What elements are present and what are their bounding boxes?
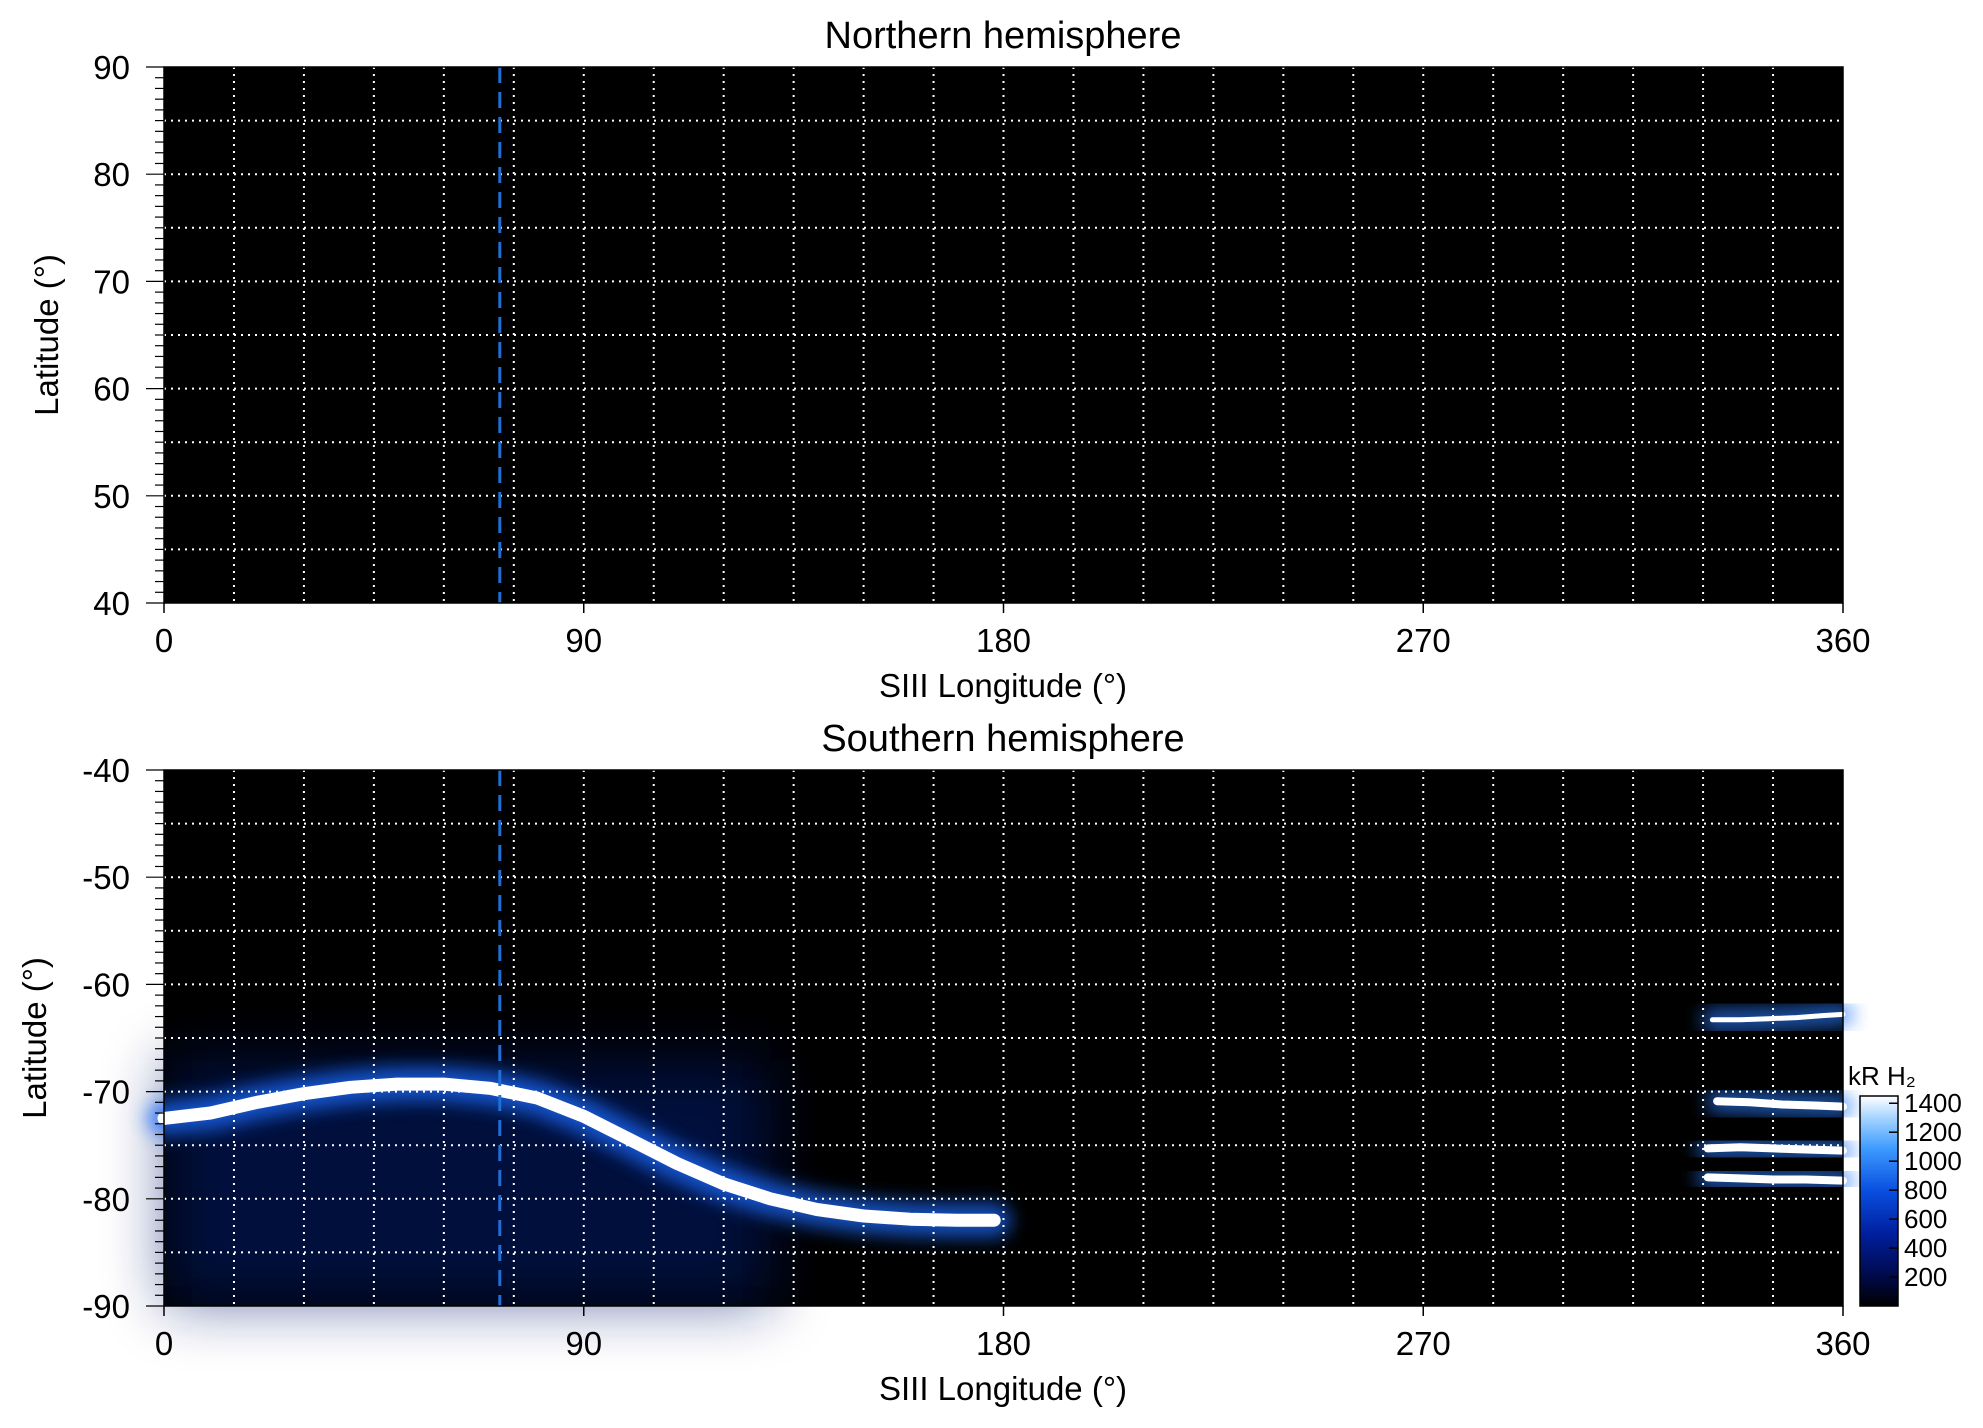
north-y-tick-label: 50 [93,478,130,515]
arc-0 [1709,1011,1846,1023]
north-y-tick-label: 80 [93,156,130,193]
south-y-tick-label: -60 [82,966,130,1003]
colorbar-tick-label: 400 [1904,1233,1947,1263]
south-y-tick-label: -70 [82,1074,130,1111]
north-title: Northern hemisphere [825,15,1182,57]
arc-3 [1703,1173,1847,1185]
north-grid [164,67,1843,603]
south-y-axis-label: Latitude (°) [16,957,53,1119]
colorbar-label: kR H₂ [1848,1061,1916,1091]
south-title: Southern hemisphere [821,718,1184,760]
south-y-tick-label: -50 [82,859,130,896]
north-x-tick-label: 270 [1396,622,1451,659]
north-y-tick-label: 40 [93,585,130,622]
south-y-tick-label: -80 [82,1181,130,1218]
north-y-tick-label: 90 [93,49,130,86]
north-x-axis-label: SIII Longitude (°) [879,667,1127,704]
south-grid [164,770,1843,1306]
south-x-tick-label: 90 [565,1325,602,1362]
south-axes: 0 90 180 270 360 -90 -80 -70 -60 -50 -40 [82,752,1870,1362]
north-axes: 0 90 180 270 360 40 50 60 70 80 90 [93,49,1870,659]
north-x-tick-label: 360 [1815,622,1870,659]
north-y-tick-label: 60 [93,371,130,408]
south-x-tick-label: 270 [1396,1325,1451,1362]
colorbar-tick-label: 1000 [1904,1146,1962,1176]
colorbar-gradient [1859,1095,1899,1307]
south-x-tick-label: 0 [155,1325,173,1362]
south-x-tick-label: 360 [1815,1325,1870,1362]
north-x-tick-label: 180 [976,622,1031,659]
colorbar-tick-label: 1400 [1904,1088,1962,1118]
north-y-tick-label: 70 [93,263,130,300]
north-x-tick-label: 90 [565,622,602,659]
colorbar-tick-label: 200 [1904,1262,1947,1292]
colorbar-tick-label: 600 [1904,1204,1947,1234]
colorbar-tick-label: 800 [1904,1175,1947,1205]
north-x-tick-label: 0 [155,622,173,659]
arc-1 [1713,1097,1847,1111]
south-y-tick-label: -90 [82,1288,130,1325]
arc-2 [1703,1143,1847,1155]
colorbar-tick-label: 1200 [1904,1117,1962,1147]
south-panel: Southern hemisphere 0 90 180 270 360 -90 -80 -7… [16,718,1871,1407]
north-panel: Northern hemisphere 0 90 180 270 360 40 50 60 70… [28,15,1871,704]
north-y-axis-label: Latitude (°) [28,254,65,416]
south-y-tick-label: -40 [82,752,130,789]
south-x-axis-label: SIII Longitude (°) [879,1370,1127,1407]
south-x-tick-label: 180 [976,1325,1031,1362]
